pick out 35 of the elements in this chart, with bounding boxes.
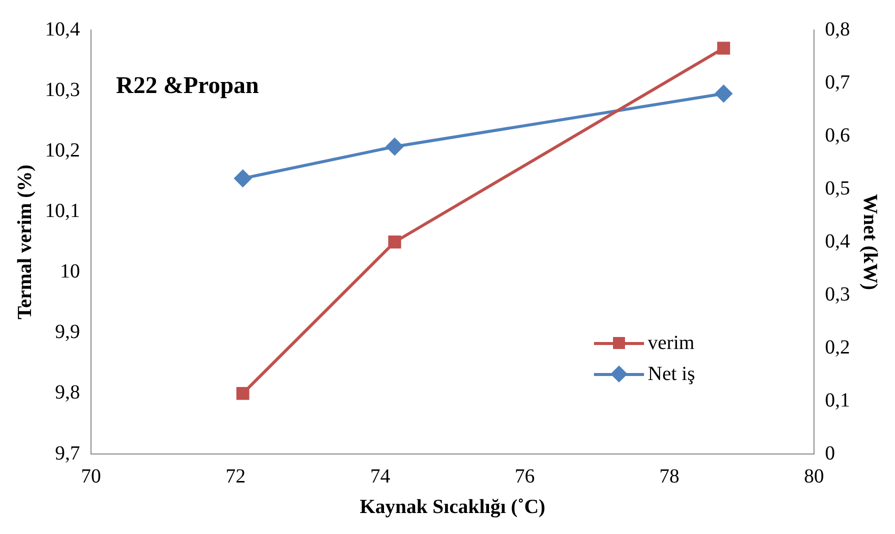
point: [386, 138, 404, 156]
legend-label: verim: [648, 332, 694, 355]
x-tick-label: 76: [514, 465, 535, 488]
x-axis-title: Kaynak Sıcaklığı (˚C): [360, 496, 546, 518]
x-tick-label: 74: [370, 465, 390, 488]
point: [388, 236, 402, 248]
annotation: R22 &Propan: [116, 73, 259, 100]
y-tick-label: 9,8: [55, 382, 80, 404]
y2-axis-title: Wnet (kW): [858, 194, 881, 290]
x-tick-label: 78: [659, 465, 680, 488]
y2-tick-label: 0,1: [825, 389, 850, 412]
y-tick-label: 10,2: [45, 139, 80, 162]
point: [234, 170, 252, 187]
y2-tick-label: 0,2: [825, 336, 850, 358]
legend-label: Net iş: [648, 363, 695, 386]
y2-tick-label: 0,7: [825, 71, 850, 94]
y-tick-label: 9,9: [55, 321, 80, 344]
point: [236, 386, 250, 400]
y2-tick-label: 0,4: [825, 230, 850, 252]
y-tick-label: 10,3: [45, 78, 80, 101]
y-tick-label: 10: [60, 260, 80, 283]
y2-tick-label: 0,8: [825, 18, 850, 40]
y2-tick-label: 0,3: [825, 283, 850, 306]
x-tick-label: 80: [804, 465, 824, 488]
y-tick-label: 10,1: [45, 200, 80, 222]
y-axis-title: Termal verim (%): [14, 164, 36, 320]
x-tick-label: 72: [226, 465, 246, 488]
y-tick-label: 9,7: [55, 442, 80, 464]
x-tick-label: 70: [81, 465, 101, 488]
y2-tick-label: 0,5: [825, 177, 850, 200]
y-tick-label: 10,4: [45, 18, 80, 40]
point: [715, 85, 732, 102]
point: [717, 42, 730, 55]
y2-tick-label: 0: [825, 442, 835, 464]
y2-tick-label: 0,6: [825, 124, 850, 146]
